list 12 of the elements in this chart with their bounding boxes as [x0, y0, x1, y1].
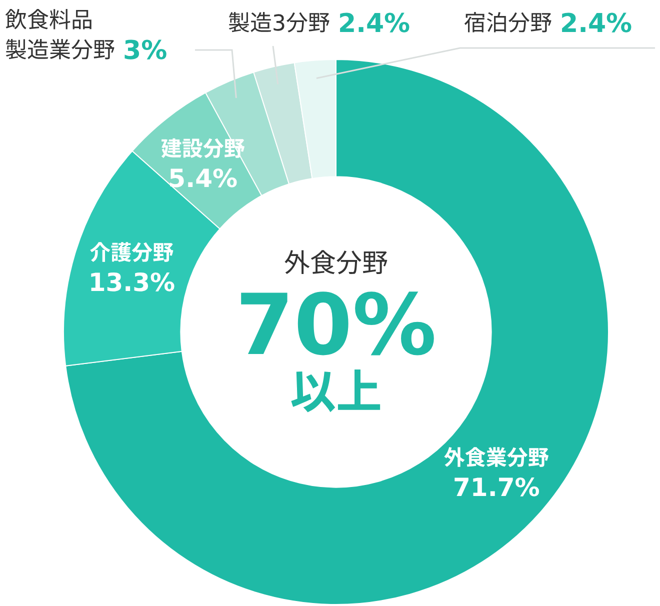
data-label: 3% [123, 36, 168, 66]
data-label: 71.7% [453, 473, 540, 502]
data-label: 2.4% [338, 8, 410, 39]
slice-label: 宿泊分野 [464, 12, 552, 37]
slice-label: 製造3分野 [228, 12, 330, 37]
data-label: 2.4% [560, 8, 632, 39]
slice-label: 介護分野 [90, 241, 174, 266]
text: 外食分野 [284, 248, 388, 279]
data-label: 13.3% [88, 268, 176, 298]
slice-label: 飲食料品製造業分野 [5, 8, 116, 64]
data-label: 5.4% [168, 164, 238, 194]
slice-label: 外食業分野 [444, 446, 549, 470]
